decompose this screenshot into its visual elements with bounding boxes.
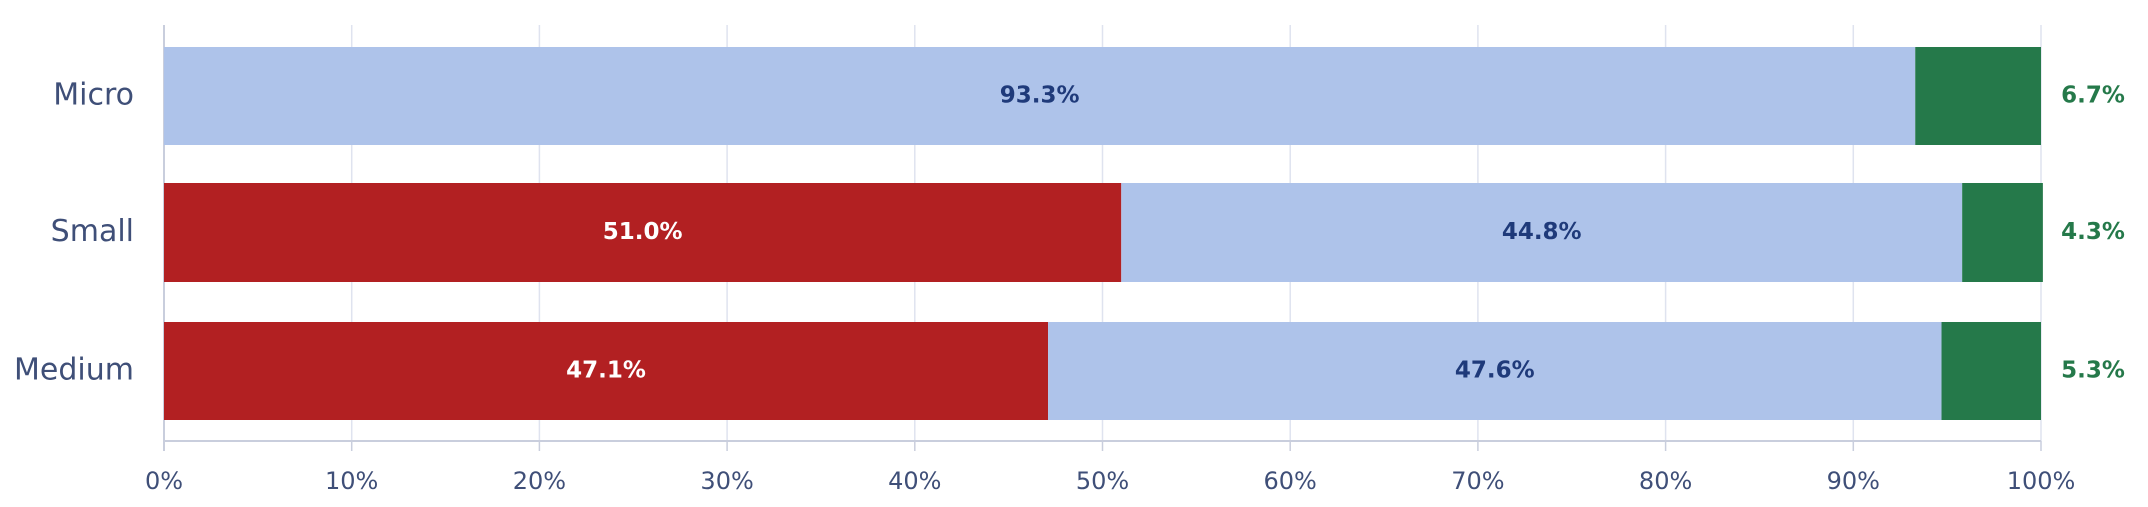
x-tick-label: 0% [145, 467, 183, 495]
bar-segment [1915, 47, 2041, 145]
x-tick-label: 30% [700, 467, 753, 495]
x-tick-label: 60% [1264, 467, 1317, 495]
value-label: 47.6% [1455, 358, 1535, 384]
category-label: Medium [14, 353, 134, 388]
bar-segment [1941, 322, 2041, 420]
bar-segment [164, 47, 1916, 145]
x-tick-label: 80% [1639, 467, 1692, 495]
x-tick-label: 10% [325, 467, 378, 495]
value-label: 5.3% [2061, 358, 2125, 384]
x-tick-label: 50% [1076, 467, 1129, 495]
x-tick-label: 40% [888, 467, 941, 495]
value-label: 93.3% [1000, 83, 1080, 109]
category-label: Micro [53, 78, 134, 113]
value-label: 47.1% [566, 358, 646, 384]
value-label: 51.0% [603, 219, 683, 245]
category-label: Small [51, 214, 134, 249]
bar-segment [1962, 183, 2043, 282]
bar-segment [1048, 322, 1942, 420]
value-label: 4.3% [2061, 219, 2125, 245]
x-tick-label: 20% [513, 467, 566, 495]
x-tick-label: 100% [2007, 467, 2076, 495]
x-tick-label: 90% [1827, 467, 1880, 495]
bar-segment [164, 183, 1122, 282]
bar-segment [1121, 183, 1963, 282]
value-label: 44.8% [1502, 219, 1582, 245]
value-label: 6.7% [2061, 83, 2125, 109]
x-tick-label: 70% [1451, 467, 1504, 495]
bar-segment [164, 322, 1049, 420]
